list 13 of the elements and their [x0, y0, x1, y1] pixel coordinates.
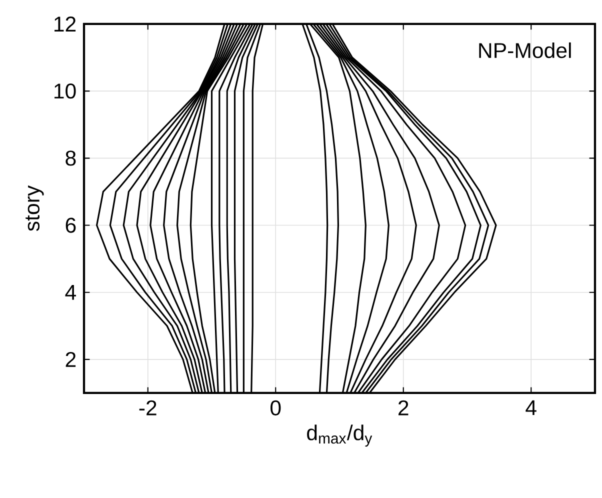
y-tick-label: 8	[66, 150, 76, 166]
x-axis-title: d$_{max}$/d$_{y}$	[307, 424, 372, 447]
annotation: NP-Model	[479, 42, 571, 58]
x-tick-label: -2	[139, 400, 156, 416]
y-tick-label: 12	[54, 16, 76, 32]
x-tick-label: 4	[526, 400, 536, 416]
x-tick-label: 2	[398, 400, 408, 416]
y-axis-title: story	[26, 185, 44, 232]
y-tick-label: 2	[66, 352, 76, 367]
x-tick-label: 0	[270, 400, 281, 416]
y-tick-label: 4	[65, 285, 76, 300]
y-tick-label: 10	[54, 84, 76, 99]
y-tick-label: 6	[66, 218, 76, 233]
